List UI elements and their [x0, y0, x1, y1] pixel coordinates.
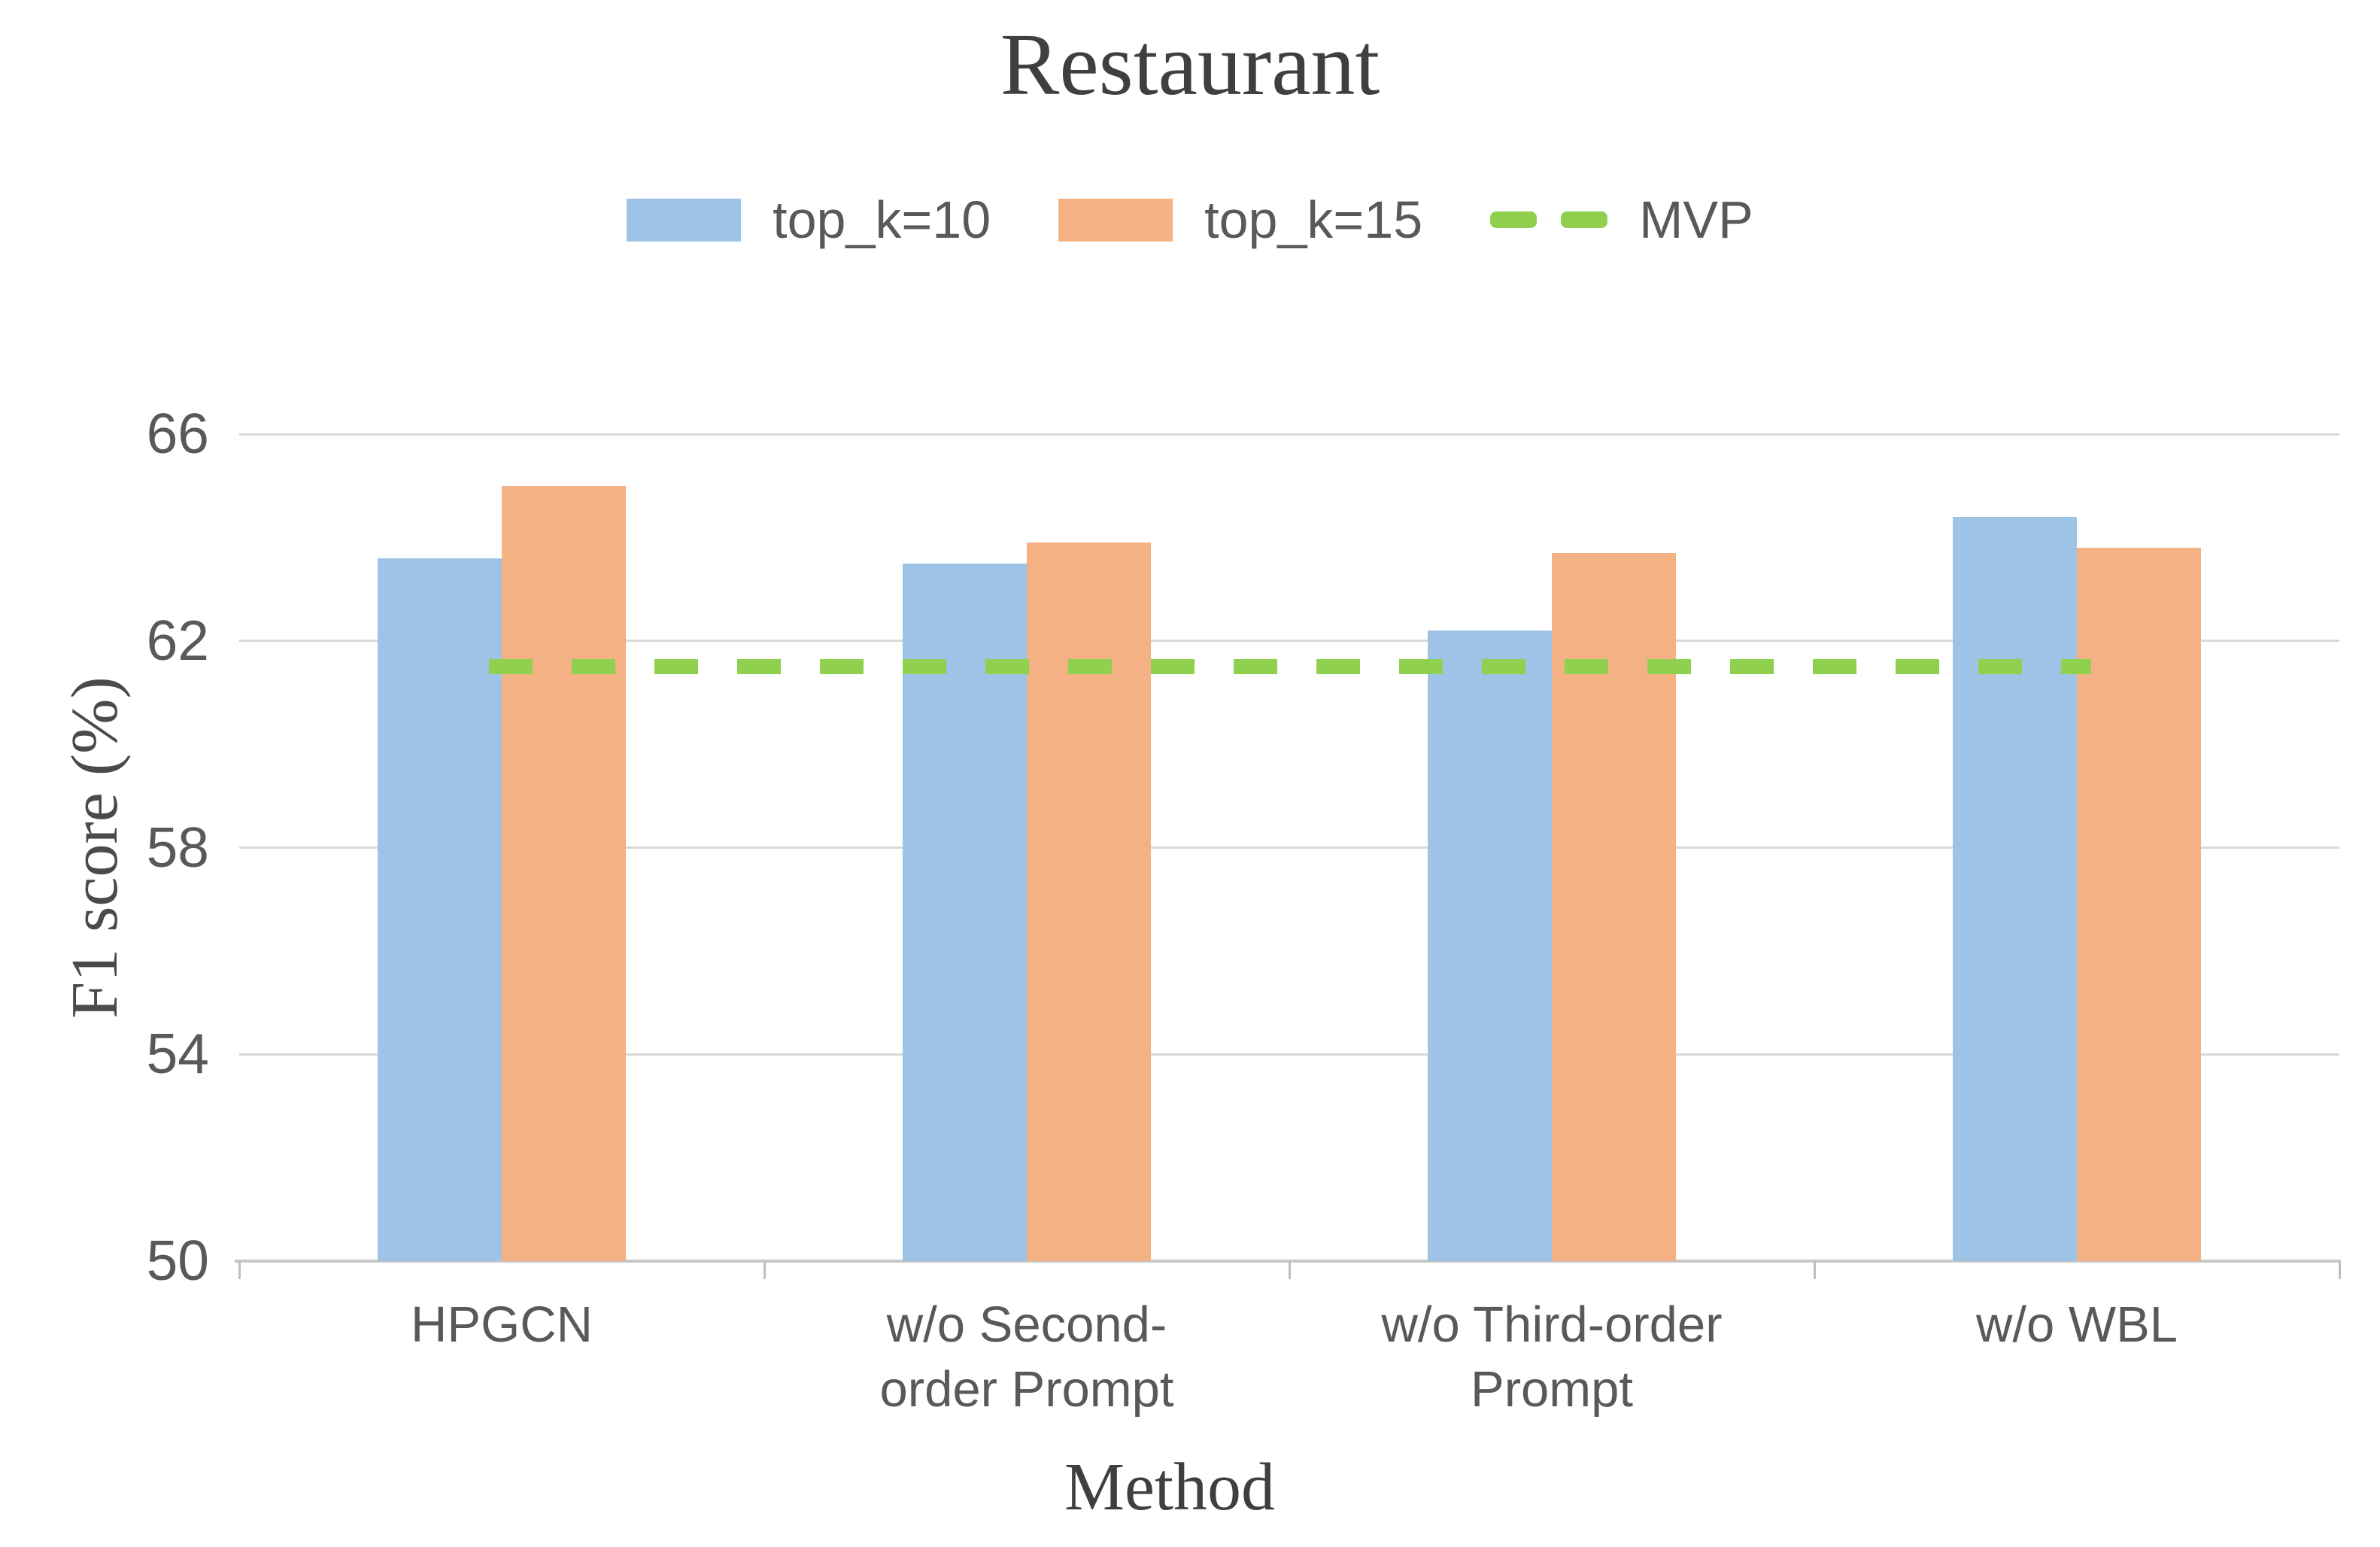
gridline-66 [239, 433, 2339, 436]
topk10-swatch-icon [627, 198, 742, 242]
legend-label-mvp: MVP [1639, 190, 1753, 249]
legend-item-mvp: MVP [1490, 190, 1753, 250]
x-category-label-2: w/o Second- order Prompt [879, 1296, 1174, 1418]
chart-title: Restaurant [1000, 15, 1380, 114]
mvp-dash-icon [1490, 211, 1608, 228]
gridline-62 [239, 640, 2339, 643]
bar-top_k=15-cat2 [1027, 543, 1151, 1261]
legend-label-topk15: top_k=15 [1204, 190, 1423, 249]
y-tick-label-54: 54 [146, 1022, 209, 1086]
y-tick-label-50: 50 [146, 1229, 209, 1292]
x-axis-tick [1814, 1261, 1816, 1279]
legend-item-topk10: top_k=10 [627, 190, 991, 250]
legend-label-topk10: top_k=10 [773, 190, 991, 249]
bar-top_k=10-cat2 [903, 563, 1027, 1261]
x-category-label-3: w/o Third-order Prompt [1381, 1296, 1723, 1418]
x-category-label-1: HPGCN [411, 1296, 593, 1353]
x-axis-tick [2339, 1261, 2341, 1279]
bar-top_k=10-cat4 [1953, 516, 2077, 1261]
x-axis-tick [763, 1261, 766, 1279]
x-axis-line [235, 1260, 2341, 1263]
topk15-swatch-icon [1058, 198, 1173, 242]
legend: top_k=10 top_k=15 MVP [0, 190, 2380, 250]
mvp-reference-line [489, 659, 2091, 675]
y-tick-label-58: 58 [146, 815, 209, 879]
x-category-label-4: w/o WBL [1975, 1296, 2178, 1353]
x-axis-title: Method [1064, 1450, 1275, 1524]
plot-area: F1 score (%) [59, 433, 2341, 1279]
gridline-58 [239, 846, 2339, 849]
gridline-54 [239, 1053, 2339, 1056]
bar-top_k=10-cat3 [1428, 631, 1552, 1261]
bar-top_k=15-cat1 [502, 485, 626, 1261]
bar-top_k=10-cat1 [378, 558, 502, 1261]
legend-item-topk15: top_k=15 [1058, 190, 1422, 250]
bar-top_k=15-cat4 [2077, 548, 2201, 1261]
x-axis-tick [1289, 1261, 1291, 1279]
y-tick-label-62: 62 [146, 608, 209, 672]
x-axis-tick [238, 1261, 241, 1279]
y-tick-label-66: 66 [146, 402, 209, 465]
